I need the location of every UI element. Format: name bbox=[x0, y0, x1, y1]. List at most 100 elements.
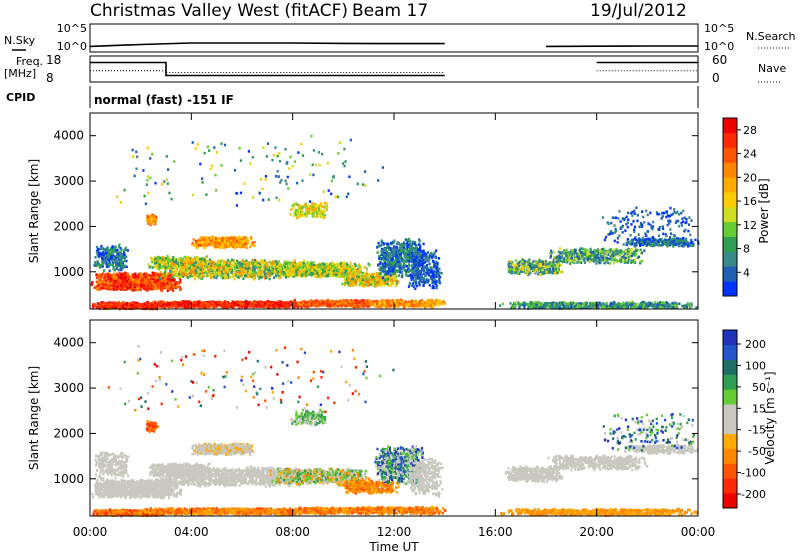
power-cell bbox=[345, 304, 348, 307]
power-cell bbox=[108, 284, 111, 287]
power-cell bbox=[214, 301, 217, 305]
power-cell bbox=[314, 299, 317, 303]
power-cell bbox=[429, 300, 432, 304]
power-cell bbox=[179, 270, 182, 273]
power-cell bbox=[157, 281, 160, 284]
power-cell bbox=[242, 302, 245, 306]
power-cell bbox=[442, 300, 445, 303]
power-cell bbox=[253, 240, 256, 244]
power-cell bbox=[161, 262, 164, 265]
power-cell bbox=[205, 271, 208, 275]
power-cell bbox=[164, 260, 167, 263]
power-cell bbox=[338, 300, 341, 304]
power-cell bbox=[151, 274, 154, 278]
power-cell bbox=[201, 305, 204, 308]
series-freq-line bbox=[90, 61, 445, 77]
power-cell bbox=[172, 284, 175, 287]
power-cell bbox=[260, 267, 263, 271]
power-cell bbox=[324, 302, 327, 306]
power-cell bbox=[426, 299, 429, 303]
power-cell bbox=[183, 264, 187, 267]
power-cell bbox=[351, 303, 354, 307]
power-cell bbox=[209, 304, 212, 308]
power-cell bbox=[139, 273, 142, 276]
power-cell bbox=[289, 300, 292, 304]
power-cell bbox=[203, 305, 206, 309]
power-cell bbox=[266, 302, 269, 305]
power-cell bbox=[108, 287, 111, 291]
power-cell bbox=[320, 302, 323, 305]
power-cell bbox=[408, 300, 411, 304]
power-cell bbox=[200, 236, 203, 239]
power-cell bbox=[262, 305, 265, 309]
power-cell bbox=[226, 304, 229, 308]
power-cell bbox=[253, 304, 256, 308]
power-cell bbox=[439, 299, 442, 303]
power-cell bbox=[177, 285, 181, 289]
power-cell bbox=[209, 236, 213, 240]
power-cell bbox=[125, 281, 128, 285]
power-cell bbox=[102, 282, 105, 286]
power-cell bbox=[310, 302, 313, 305]
power-cell bbox=[90, 283, 93, 286]
power-cell bbox=[171, 287, 174, 291]
power-cell bbox=[355, 299, 358, 303]
power-cell bbox=[102, 303, 105, 306]
power-cell bbox=[198, 301, 201, 305]
power-cell bbox=[217, 243, 220, 247]
power-cell bbox=[110, 274, 113, 278]
power-cell bbox=[193, 304, 196, 307]
nave-label: Nave bbox=[758, 62, 786, 75]
power-cell bbox=[159, 272, 162, 276]
power-cell bbox=[145, 286, 148, 289]
power-cell bbox=[109, 285, 112, 289]
power-cell bbox=[388, 301, 391, 304]
power-cell bbox=[217, 301, 220, 304]
power-cell bbox=[310, 299, 313, 303]
power-cell bbox=[184, 273, 187, 277]
power-cell bbox=[204, 301, 207, 305]
power-cell bbox=[189, 275, 192, 278]
power-cell bbox=[194, 269, 197, 272]
power-cell bbox=[403, 302, 406, 306]
power-cell bbox=[261, 273, 264, 276]
power-cell bbox=[402, 302, 405, 305]
power-cell bbox=[173, 270, 176, 273]
power-cell bbox=[142, 274, 145, 278]
power-cell bbox=[127, 286, 130, 289]
series-nsky-line bbox=[89, 42, 445, 48]
power-cell bbox=[233, 304, 236, 307]
power-cell bbox=[154, 278, 157, 281]
power-cell bbox=[194, 275, 197, 278]
power-cell bbox=[207, 302, 210, 306]
power-cell bbox=[365, 302, 368, 305]
power-cell bbox=[354, 301, 357, 304]
power-cell bbox=[288, 304, 291, 307]
power-cell bbox=[399, 303, 402, 307]
power-cell bbox=[264, 304, 267, 308]
power-cell bbox=[225, 276, 228, 279]
power-cell bbox=[92, 305, 95, 309]
power-cell bbox=[326, 300, 329, 303]
power-cell bbox=[174, 283, 177, 286]
power-cell bbox=[116, 277, 119, 280]
power-cell bbox=[240, 303, 243, 306]
power-cell bbox=[118, 301, 121, 305]
power-cell bbox=[120, 303, 123, 306]
power-cell bbox=[241, 272, 244, 276]
power-cell bbox=[207, 300, 210, 304]
power-cell bbox=[257, 302, 260, 306]
power-cell bbox=[137, 279, 140, 282]
power-cell bbox=[302, 301, 305, 305]
date-label: 19/Jul/2012 bbox=[590, 1, 687, 21]
power-cell bbox=[139, 287, 142, 290]
power-cell bbox=[237, 301, 240, 304]
power-cell bbox=[329, 303, 332, 306]
power-cell bbox=[249, 301, 252, 304]
power-cell bbox=[158, 300, 161, 304]
power-cell bbox=[223, 299, 226, 303]
power-cell bbox=[153, 300, 156, 304]
power-cell bbox=[197, 275, 200, 278]
power-cell bbox=[215, 243, 218, 246]
